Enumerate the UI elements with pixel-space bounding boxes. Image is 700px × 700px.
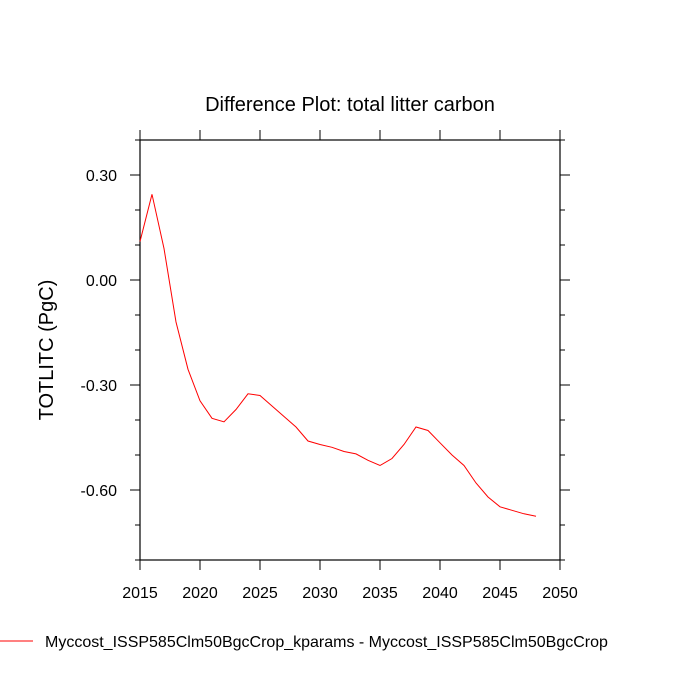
x-tick-label: 2035 [362, 585, 398, 602]
x-tick-label: 2040 [422, 585, 458, 602]
x-tick-label: 2020 [182, 585, 218, 602]
x-tick-label: 2045 [482, 585, 518, 602]
plot-frame [139, 139, 561, 561]
y-axis-label: TOTLITC (PgC) [36, 280, 58, 421]
axis-ticks [130, 130, 570, 570]
y-tick-label: -0.30 [81, 378, 118, 395]
series-line [139, 194, 537, 517]
chart-title: Difference Plot: total litter carbon [205, 94, 495, 116]
legend-label: Myccost_ISSP585Clm50BgcCrop_kparams - My… [45, 634, 608, 651]
y-tick-labels: 0.30 0.00 -0.30 -0.60 [81, 168, 118, 500]
y-tick-label: 0.00 [86, 273, 117, 290]
series-layer [139, 194, 537, 517]
x-tick-label: 2030 [302, 585, 338, 602]
x-tick-label: 2025 [242, 585, 278, 602]
y-tick-label: 0.30 [86, 168, 117, 185]
x-tick-labels: 2015 2020 2025 2030 2035 2040 2045 2050 [122, 585, 578, 602]
y-tick-label: -0.60 [81, 483, 118, 500]
x-tick-label: 2050 [542, 585, 578, 602]
x-tick-label: 2015 [122, 585, 158, 602]
